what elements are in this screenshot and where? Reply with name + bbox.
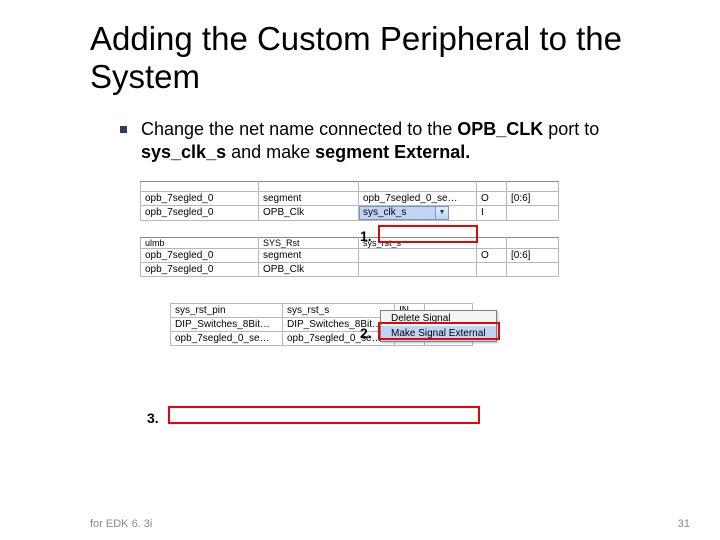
step-label-1: 1.: [360, 228, 372, 244]
cell-net: sys_rst_s: [359, 237, 477, 248]
cell-net: [359, 248, 477, 262]
menu-item-make-external[interactable]: Make Signal External: [381, 326, 496, 341]
cell-net: opb_7segled_0_se…: [359, 191, 477, 205]
cell-range: [507, 205, 559, 220]
cell-port: SYS_Rst: [259, 237, 359, 248]
cell-dir: [477, 237, 507, 248]
slide-title: Adding the Custom Peripheral to the Syst…: [90, 20, 680, 96]
table-row: [141, 181, 559, 191]
bullet-frag: port to: [543, 119, 599, 139]
cell-net: DIP_Switches_8Bit…: [283, 317, 395, 331]
context-menu[interactable]: Delete Signal Make Signal External: [380, 310, 497, 342]
cell-net: opb_7segled_0_se…: [283, 331, 395, 345]
cell-dir: O: [477, 248, 507, 262]
cell-range: [507, 262, 559, 276]
cell-net: sys_clk_s ▼: [359, 205, 477, 220]
screenshot-2: ulmb SYS_Rst sys_rst_s opb_7segled_0 seg…: [140, 237, 680, 277]
cell-instance: opb_7segled_0: [141, 205, 259, 220]
cell-range: [0:6]: [507, 248, 559, 262]
bullet-bold: sys_clk_s: [141, 142, 226, 162]
cell-instance: ulmb: [141, 237, 259, 248]
table-row: ulmb SYS_Rst sys_rst_s: [141, 237, 559, 248]
step-label-2: 2.: [360, 325, 372, 341]
step-label-3: 3.: [147, 410, 159, 426]
bullet-frag: Change the net name connected to the: [141, 119, 457, 139]
bullet-square-icon: [120, 126, 127, 133]
dropdown-value: sys_clk_s: [360, 207, 435, 219]
table-row: opb_7segled_0 OPB_Clk sys_clk_s ▼ I: [141, 205, 559, 220]
ports-table-2: ulmb SYS_Rst sys_rst_s opb_7segled_0 seg…: [140, 237, 559, 277]
bullet-item: Change the net name connected to the OPB…: [90, 118, 680, 165]
slide-number: 31: [678, 518, 690, 530]
red-highlight-box: [168, 406, 480, 424]
cell-range: [507, 237, 559, 248]
cell-port: segment: [259, 248, 359, 262]
bullet-bold: OPB_CLK: [457, 119, 543, 139]
cell-name: opb_7segled_0_se…: [171, 331, 283, 345]
cell-instance: opb_7segled_0: [141, 262, 259, 276]
bullet-text: Change the net name connected to the OPB…: [141, 118, 680, 165]
cell-net: sys_rst_s: [283, 303, 395, 317]
net-dropdown[interactable]: sys_clk_s ▼: [359, 206, 449, 220]
bullet-frag: and make: [226, 142, 315, 162]
cell-range: [0:6]: [507, 191, 559, 205]
menu-item-delete-signal[interactable]: Delete Signal: [381, 311, 496, 326]
footer-note: for EDK 6. 3i: [90, 518, 152, 530]
table-row: opb_7segled_0 segment opb_7segled_0_se… …: [141, 191, 559, 205]
cell-net: [359, 262, 477, 276]
chevron-down-icon[interactable]: ▼: [435, 207, 448, 219]
cell-instance: opb_7segled_0: [141, 248, 259, 262]
cell-port: OPB_Clk: [259, 262, 359, 276]
table-row: opb_7segled_0 OPB_Clk: [141, 262, 559, 276]
cell-port: OPB_Clk: [259, 205, 359, 220]
bullet-bold: segment External.: [315, 142, 470, 162]
cell-dir: I: [477, 205, 507, 220]
cell-dir: [477, 262, 507, 276]
cell-name: DIP_Switches_8Bit…: [171, 317, 283, 331]
cell-dir: O: [477, 191, 507, 205]
cell-name: sys_rst_pin: [171, 303, 283, 317]
cell-port: segment: [259, 191, 359, 205]
ports-table-1: opb_7segled_0 segment opb_7segled_0_se… …: [140, 181, 559, 221]
table-row: opb_7segled_0 segment O [0:6]: [141, 248, 559, 262]
cell-instance: opb_7segled_0: [141, 191, 259, 205]
screenshot-1: opb_7segled_0 segment opb_7segled_0_se… …: [140, 181, 680, 221]
